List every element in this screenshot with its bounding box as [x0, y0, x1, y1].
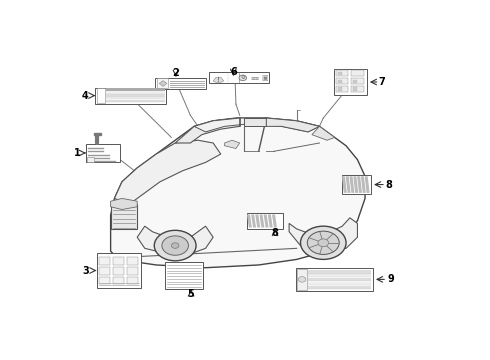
Text: ⚙: ⚙: [240, 75, 245, 80]
Polygon shape: [247, 215, 252, 228]
Text: 8: 8: [385, 180, 392, 190]
Polygon shape: [244, 118, 267, 126]
Polygon shape: [251, 215, 256, 228]
Text: 9: 9: [388, 274, 394, 284]
Circle shape: [307, 231, 339, 255]
Polygon shape: [349, 176, 354, 193]
Polygon shape: [361, 176, 366, 193]
Bar: [309, 274, 371, 278]
Bar: [338, 87, 342, 91]
Bar: [351, 70, 364, 76]
Bar: [94, 133, 101, 135]
Polygon shape: [260, 215, 265, 228]
Bar: [342, 175, 371, 194]
Bar: [99, 267, 110, 275]
Polygon shape: [268, 215, 273, 228]
Bar: [353, 87, 357, 91]
Bar: [97, 253, 142, 288]
Text: 3: 3: [82, 266, 89, 275]
Polygon shape: [342, 176, 347, 193]
Bar: [338, 72, 342, 75]
Bar: [127, 267, 138, 275]
Polygon shape: [194, 118, 319, 132]
Bar: [106, 91, 165, 94]
Circle shape: [162, 236, 189, 255]
Bar: [113, 267, 124, 275]
Polygon shape: [357, 176, 362, 193]
Bar: [106, 100, 165, 102]
Text: 8: 8: [271, 228, 278, 238]
Bar: [351, 86, 364, 92]
Circle shape: [172, 243, 179, 248]
Bar: [334, 69, 367, 95]
Bar: [309, 282, 371, 285]
Bar: [336, 78, 348, 84]
Bar: [209, 72, 270, 83]
Bar: [309, 286, 371, 289]
Bar: [106, 97, 165, 99]
Text: 7: 7: [379, 77, 386, 87]
Bar: [296, 268, 373, 291]
Circle shape: [298, 276, 306, 282]
Bar: [96, 87, 166, 104]
Polygon shape: [115, 140, 220, 204]
Polygon shape: [159, 81, 167, 86]
Bar: [97, 89, 105, 103]
Bar: [87, 157, 94, 162]
Polygon shape: [111, 198, 137, 210]
Bar: [113, 276, 124, 284]
Bar: [106, 88, 165, 91]
Circle shape: [318, 239, 329, 247]
Polygon shape: [264, 215, 269, 228]
Text: !: !: [217, 77, 220, 83]
Bar: [165, 262, 203, 289]
Polygon shape: [111, 118, 365, 268]
Bar: [99, 257, 110, 265]
Bar: [297, 269, 307, 290]
Bar: [113, 257, 124, 265]
Text: 1: 1: [74, 148, 80, 158]
Polygon shape: [213, 77, 224, 82]
Polygon shape: [175, 118, 240, 143]
Text: ▣: ▣: [261, 75, 268, 81]
Polygon shape: [353, 176, 358, 193]
Bar: [106, 94, 165, 97]
Circle shape: [300, 226, 346, 260]
Bar: [157, 78, 169, 88]
Bar: [336, 86, 348, 92]
Polygon shape: [267, 118, 319, 132]
Circle shape: [239, 75, 246, 81]
Bar: [338, 80, 342, 83]
Bar: [351, 78, 364, 84]
Bar: [127, 257, 138, 265]
Bar: [309, 278, 371, 281]
Bar: [155, 77, 206, 89]
Text: ≡≡: ≡≡: [250, 75, 260, 80]
Bar: [99, 276, 110, 284]
Polygon shape: [289, 218, 358, 251]
Bar: [246, 213, 283, 229]
Polygon shape: [365, 176, 369, 193]
Text: 5: 5: [188, 288, 195, 298]
Bar: [127, 276, 138, 284]
Circle shape: [154, 230, 196, 261]
Text: 6: 6: [230, 67, 237, 77]
Polygon shape: [272, 215, 277, 228]
Bar: [111, 204, 137, 229]
Bar: [353, 80, 357, 83]
Text: 2: 2: [172, 68, 179, 78]
Bar: [336, 70, 348, 76]
Polygon shape: [255, 215, 260, 228]
Polygon shape: [345, 176, 351, 193]
Polygon shape: [137, 226, 213, 254]
Polygon shape: [312, 126, 335, 140]
Bar: [86, 144, 120, 162]
Text: 4: 4: [81, 91, 88, 100]
Polygon shape: [224, 140, 240, 149]
Bar: [309, 270, 371, 274]
